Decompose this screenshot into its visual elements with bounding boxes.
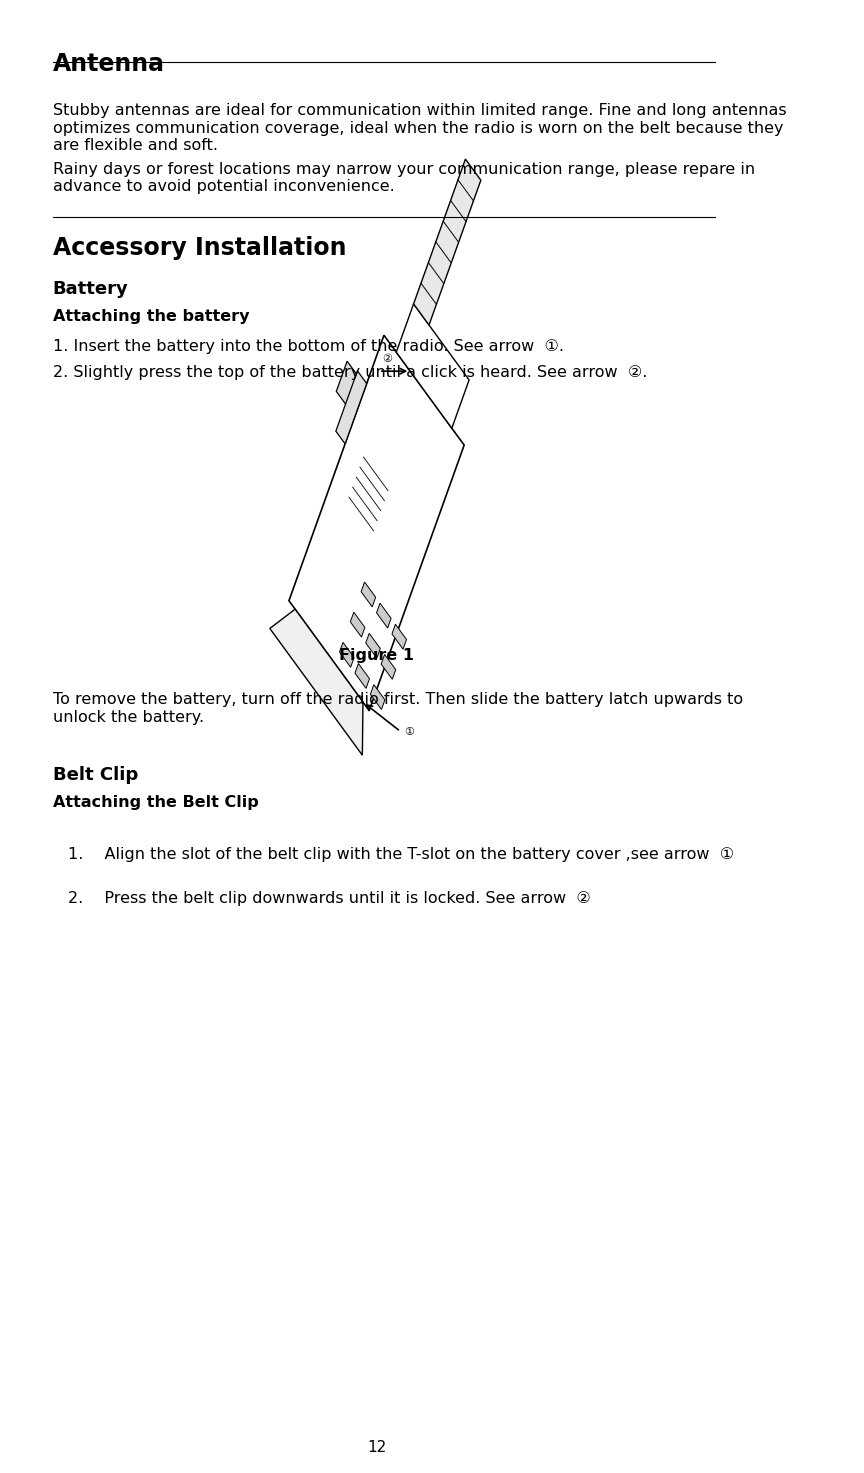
Polygon shape [371,685,385,710]
Polygon shape [336,361,359,408]
Text: 12: 12 [367,1441,386,1455]
Polygon shape [414,159,481,326]
Text: ②: ② [383,354,392,364]
Text: ①: ① [404,726,415,736]
Text: 2. Slightly press the top of the battery until a click is heard. See arrow  ②.: 2. Slightly press the top of the battery… [53,365,647,380]
Text: Rainy days or forest locations may narrow your communication range, please repar: Rainy days or forest locations may narro… [53,162,755,194]
Polygon shape [270,610,363,756]
Polygon shape [377,602,391,627]
Polygon shape [355,663,370,688]
Text: Stubby antennas are ideal for communication within limited range. Fine and long : Stubby antennas are ideal for communicat… [53,103,786,153]
Text: 1.  Align the slot of the belt clip with the T-slot on the battery cover ,see ar: 1. Align the slot of the belt clip with … [67,847,734,862]
Polygon shape [336,371,366,443]
Text: 2.  Press the belt clip downwards until it is locked. See arrow  ②: 2. Press the belt clip downwards until i… [67,891,590,906]
Text: Accessory Installation: Accessory Installation [53,236,346,259]
Polygon shape [361,582,376,607]
Text: Antenna: Antenna [53,52,165,75]
Polygon shape [350,613,365,636]
Text: Belt Clip: Belt Clip [53,766,138,784]
Text: Figure 1: Figure 1 [339,648,414,663]
Text: To remove the battery, turn off the radio first. Then slide the battery latch up: To remove the battery, turn off the radi… [53,692,743,725]
Polygon shape [381,654,396,679]
Polygon shape [289,336,464,710]
Text: 1. Insert the battery into the bottom of the radio. See arrow  ①.: 1. Insert the battery into the bottom of… [53,339,563,354]
Polygon shape [365,633,380,658]
Polygon shape [397,303,469,429]
Polygon shape [392,625,407,650]
Text: Attaching the Belt Clip: Attaching the Belt Clip [53,795,258,810]
Text: Attaching the battery: Attaching the battery [53,309,249,324]
Text: Battery: Battery [53,280,129,298]
Polygon shape [340,642,354,667]
